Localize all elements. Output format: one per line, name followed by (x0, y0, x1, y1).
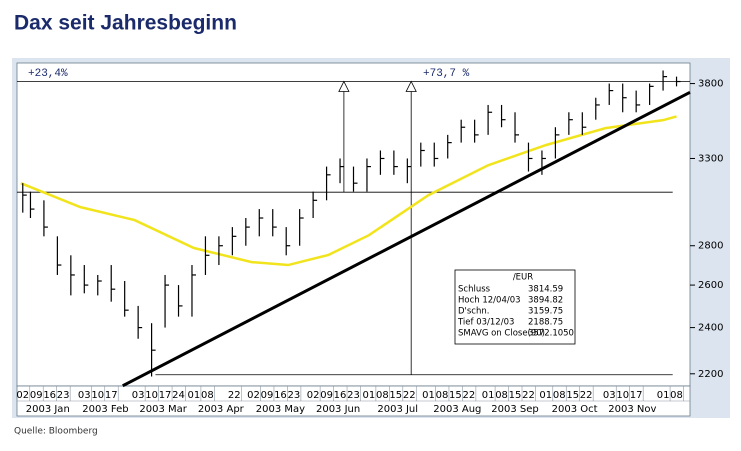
info-value: 3894.82 (528, 296, 563, 306)
x-tick-label: 08 (553, 390, 566, 401)
month-label: 2003 Jan (26, 404, 70, 415)
x-tick-label: 17 (630, 390, 643, 401)
x-tick-label: 09 (320, 390, 333, 401)
x-tick-label: 15 (389, 390, 402, 401)
y-tick-label: 2400 (698, 323, 723, 334)
info-header: /EUR (513, 273, 533, 283)
info-box (454, 269, 576, 345)
month-label: 2003 Feb (82, 404, 128, 415)
y-tick-label: 3800 (698, 79, 723, 90)
x-tick-label: 09 (30, 390, 43, 401)
x-tick-label: 01 (657, 390, 670, 401)
x-tick-label: 08 (495, 390, 508, 401)
trend-line (122, 90, 691, 388)
y-tick-label: 2200 (698, 369, 723, 380)
info-label: D'schn. (458, 307, 489, 317)
x-tick-label: 22 (580, 390, 593, 401)
x-tick-label: 09 (261, 390, 274, 401)
x-tick-label: 10 (91, 390, 104, 401)
month-label: 2003 Oct (552, 404, 598, 415)
month-label: 2003 Nov (608, 404, 656, 415)
x-tick-label: 03 (603, 390, 616, 401)
month-label: 2003 Sep (491, 404, 538, 415)
x-tick-label: 23 (288, 390, 301, 401)
x-tick-label: 01 (363, 390, 376, 401)
x-tick-label: 10 (145, 390, 158, 401)
info-label: Schluss (458, 285, 491, 295)
x-tick-label: 01 (539, 390, 552, 401)
month-label: 2003 May (256, 404, 305, 415)
annotation: +23,4% (28, 68, 68, 80)
month-label: 2003 Aug (433, 404, 481, 415)
x-tick-label: 08 (376, 390, 389, 401)
x-tick-label: 03 (132, 390, 145, 401)
x-tick-label: 22 (403, 390, 416, 401)
annotation: +73,7 % (423, 68, 470, 80)
month-label: 2003 Mar (139, 404, 187, 415)
x-tick-label: 08 (201, 390, 214, 401)
info-label: Tief 03/12/03 (457, 318, 514, 328)
x-tick-label: 23 (347, 390, 360, 401)
info-value: 3814.59 (528, 285, 563, 295)
info-label: SMAVG on Close(90) (458, 329, 545, 339)
y-tick-label: 3300 (698, 153, 723, 164)
month-label: 2003 Jul (377, 404, 418, 415)
x-tick-label: 01 (482, 390, 495, 401)
x-tick-label: 02 (247, 390, 260, 401)
x-tick-label: 23 (57, 390, 70, 401)
x-tick-label: 16 (274, 390, 287, 401)
x-tick-label: 15 (566, 390, 579, 401)
x-tick-label: 03 (78, 390, 91, 401)
month-label: 2003 Jun (316, 404, 360, 415)
info-value: 2188.75 (528, 318, 563, 328)
x-tick-label: 16 (43, 390, 56, 401)
y-tick-label: 2600 (698, 280, 723, 291)
moving-average (20, 115, 677, 267)
x-tick-label: 15 (449, 390, 462, 401)
source-note: Quelle: Bloomberg (14, 427, 98, 437)
x-tick-label: 17 (105, 390, 118, 401)
info-value: 3572.1050 (528, 329, 574, 339)
x-tick-label: 22 (228, 390, 241, 401)
info-label: Hoch 12/04/03 (458, 296, 521, 306)
x-tick-label: 10 (616, 390, 629, 401)
x-tick-label: 17 (159, 390, 172, 401)
info-value: 3159.75 (528, 307, 563, 317)
x-tick-label: 16 (334, 390, 347, 401)
x-tick-label: 08 (436, 390, 449, 401)
x-tick-label: 08 (670, 390, 683, 401)
y-tick-label: 2800 (698, 241, 723, 252)
plot-area (16, 62, 691, 387)
x-tick-label: 02 (307, 390, 320, 401)
x-tick-label: 01 (422, 390, 435, 401)
chart-title: Dax seit Jahresbeginn (14, 12, 237, 35)
x-tick-label: 22 (522, 390, 535, 401)
x-tick-label: 01 (188, 390, 201, 401)
x-tick-label: 15 (509, 390, 522, 401)
month-label: 2003 Apr (198, 404, 245, 415)
x-tick-label: 22 (463, 390, 476, 401)
x-tick-label: 24 (172, 390, 185, 401)
x-tick-label: 02 (16, 390, 29, 401)
arrow-head (338, 80, 350, 92)
arrow-head (405, 80, 417, 92)
